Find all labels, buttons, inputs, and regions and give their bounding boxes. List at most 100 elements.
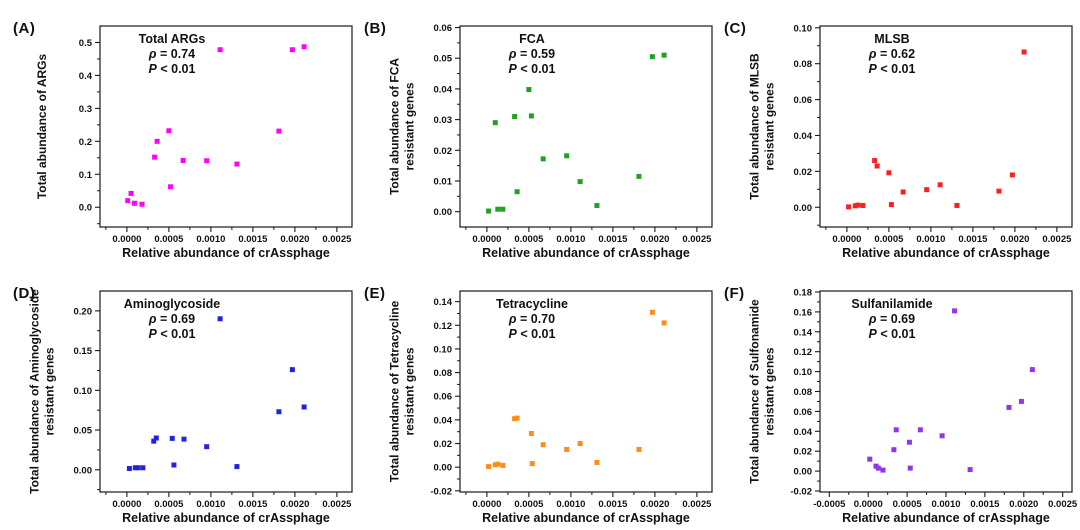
annotation-rho: ρ = 0.74 [148, 47, 195, 61]
data-point [880, 467, 886, 473]
data-point [180, 157, 186, 163]
data-point [495, 206, 501, 212]
data-point [131, 200, 137, 206]
data-point [528, 430, 534, 436]
data-point [888, 202, 894, 208]
panel-f: (F) -0.0005 0.0000 0.0005 0.0010 0.0015 0.002… [720, 265, 1080, 530]
y-axis-label: Total abundance of Aminoglycoside [28, 289, 42, 494]
y-tick-label: 0.15 [74, 346, 93, 357]
data-point [540, 156, 546, 162]
x-tick-label: -0.0005 [813, 499, 846, 510]
x-tick-label: 0.0015 [958, 234, 988, 245]
panel-d: (D) 0.0000 0.0005 0.0010 0.0015 0.0020 0.0025… [0, 265, 360, 530]
y-tick-label: 0.04 [434, 84, 453, 95]
data-point [139, 201, 145, 207]
y-axis-label: resistant genes [403, 82, 417, 170]
x-tick-label: 0.0015 [598, 234, 628, 245]
y-tick-label: 0.5 [79, 38, 93, 49]
panel-c: (C) 0.0000 0.0005 0.0010 0.0015 0.0020 0.0025… [720, 0, 1080, 265]
data-point [526, 87, 532, 93]
data-point [153, 435, 159, 441]
y-tick-label: 0.08 [434, 368, 453, 379]
data-point [636, 446, 642, 452]
y-tick-label: 0.03 [434, 115, 453, 126]
y-tick-label: 0.08 [794, 59, 813, 70]
y-tick-label: 0.10 [794, 367, 813, 378]
y-tick-label: 0.16 [794, 307, 813, 318]
data-point [528, 113, 534, 119]
y-tick-label: 0.12 [794, 347, 813, 358]
data-point [875, 465, 881, 471]
panel-label-b: (B) [364, 20, 387, 37]
data-point [967, 467, 973, 473]
data-point [301, 404, 307, 410]
data-point [954, 202, 960, 208]
scatter-plot-aminoglycoside: 0.0000 0.0005 0.0010 0.0015 0.0020 0.0025 0.00… [28, 289, 353, 525]
x-tick-label: 0.0000 [112, 234, 141, 245]
data-point [154, 138, 160, 144]
x-tick-label: 0.0015 [238, 499, 268, 510]
y-tick-label: 0.06 [794, 95, 813, 106]
x-tick-label: 0.0010 [556, 499, 585, 510]
panel-b: (B) 0.0000 0.0005 0.0010 0.0015 0.0020 0.0025… [360, 0, 720, 265]
y-tick-label: 0.10 [794, 23, 813, 34]
y-axis-label: Total abundance of ARGs [35, 54, 49, 200]
x-tick-label: 0.0025 [1042, 234, 1072, 245]
plot-frame [99, 25, 353, 228]
x-tick-label: 0.0010 [556, 234, 585, 245]
panel-label-a: (A) [13, 20, 36, 37]
data-point [917, 427, 923, 433]
annotation-pvalue: P < 0.01 [869, 62, 916, 76]
x-axis-label: Relative abundance of crAssphage [842, 511, 1050, 525]
data-point [217, 47, 223, 53]
data-point [906, 439, 912, 445]
data-point [867, 456, 873, 462]
x-axis-label: Relative abundance of crAssphage [122, 246, 330, 260]
data-point [649, 54, 655, 60]
data-point [512, 416, 518, 422]
data-point [234, 161, 240, 167]
data-point [564, 446, 570, 452]
y-tick-label: 0.2 [79, 137, 92, 148]
annotation-title: FCA [519, 32, 545, 46]
x-tick-label: 0.0020 [280, 499, 309, 510]
data-point [594, 459, 600, 465]
data-point [1029, 367, 1035, 373]
panel-e: (E) 0.0000 0.0005 0.0010 0.0015 0.0020 0.0025… [360, 265, 720, 530]
annotation-rho: ρ = 0.59 [508, 47, 555, 61]
data-point [204, 444, 210, 450]
panel-label-f: (F) [724, 285, 745, 302]
y-axis-label: resistant genes [763, 82, 777, 170]
data-point [126, 466, 132, 472]
data-point [1009, 172, 1015, 178]
x-tick-label: 0.0010 [196, 499, 225, 510]
x-tick-label: 0.0000 [854, 499, 883, 510]
data-point [514, 415, 520, 421]
x-tick-label: 0.0010 [916, 234, 945, 245]
annotation-pvalue: P < 0.01 [149, 327, 196, 341]
data-point [151, 438, 157, 444]
data-point [594, 203, 600, 209]
data-point [577, 441, 583, 447]
scatter-plot-total-args: 0.0000 0.0005 0.0010 0.0015 0.0020 0.0025 0.0 0… [35, 25, 353, 260]
data-point [907, 465, 913, 471]
plot-frame [819, 25, 1073, 228]
data-point [217, 316, 223, 322]
x-axis-label: Relative abundance of crAssphage [122, 511, 330, 525]
x-tick-label: 0.0005 [893, 499, 923, 510]
y-tick-label: 0.00 [74, 465, 93, 476]
data-point [204, 158, 210, 164]
data-point [577, 179, 583, 185]
data-point [289, 47, 295, 53]
data-point [872, 158, 878, 164]
annotation-title: Sulfanilamide [851, 297, 932, 311]
data-point [492, 120, 498, 126]
data-point [564, 153, 570, 159]
y-tick-label: 0.02 [434, 439, 453, 450]
scatter-plot-sulfonamide: -0.0005 0.0000 0.0005 0.0010 0.0015 0.0020 0.0… [748, 287, 1078, 525]
x-tick-label: 0.0020 [280, 234, 309, 245]
data-point [661, 52, 667, 58]
plot-frame [99, 290, 353, 493]
data-point [939, 433, 945, 439]
annotation-rho: ρ = 0.69 [148, 312, 195, 326]
